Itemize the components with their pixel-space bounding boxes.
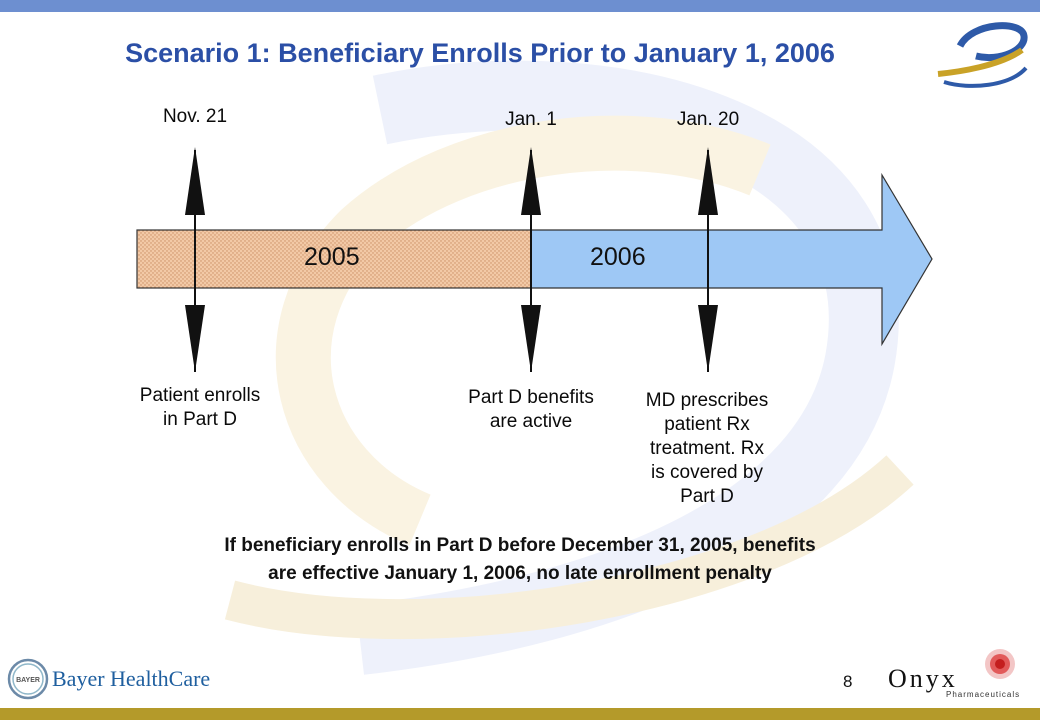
summary-note: If beneficiary enrolls in Part D before … (60, 532, 980, 588)
onyx-logo-subtext: Pharmaceuticals (946, 690, 1021, 699)
event-desc-line: treatment. Rx (649, 438, 765, 459)
event-desc-line: MD prescribes (645, 390, 769, 411)
onyx-logo-icon (985, 649, 1015, 679)
timeline-segment-2005 (136, 229, 532, 289)
onyx-logo-text: Onyx (888, 664, 958, 693)
event-date-jan20: Jan. 20 (676, 109, 740, 130)
event-desc-line: Patient enrolls (139, 385, 261, 406)
summary-line-1: If beneficiary enrolls in Part D before … (224, 535, 816, 556)
event-marker-jan20 (698, 147, 718, 372)
slide-title: Scenario 1: Beneficiary Enrolls Prior to… (125, 38, 835, 68)
bayer-seal-text: BAYER (16, 677, 40, 684)
page-number: 8 (843, 672, 853, 691)
bayer-cross-logo-icon: BAYER (7, 658, 49, 700)
year-label-2005: 2005 (304, 243, 360, 271)
event-desc-jan20: MD prescribes patient Rx treatment. Rx i… (612, 389, 802, 509)
swirl-logo-icon (937, 22, 1028, 88)
event-desc-line: Part D benefits (468, 387, 594, 408)
summary-line-2: are effective January 1, 2006, no late e… (268, 563, 772, 584)
timeline-arrow-2006 (530, 172, 933, 347)
event-desc-line: are active (489, 411, 573, 432)
event-desc-line: is covered by (651, 462, 763, 483)
event-desc-line: patient Rx (664, 414, 750, 435)
event-desc-line: Part D (680, 486, 734, 507)
top-accent-bar (0, 0, 1040, 12)
event-date-jan1: Jan. 1 (505, 109, 557, 130)
year-label-2006: 2006 (590, 243, 646, 271)
event-marker-nov21 (185, 147, 205, 372)
event-desc-line: in Part D (163, 409, 237, 430)
event-desc-nov21: Patient enrolls in Part D (105, 384, 295, 432)
event-desc-jan1: Part D benefits are active (436, 386, 626, 434)
event-date-nov21: Nov. 21 (162, 106, 228, 127)
event-marker-jan1 (521, 147, 541, 372)
bayer-healthcare-logo: Bayer HealthCare (52, 666, 211, 691)
bottom-accent-bar (0, 708, 1040, 720)
